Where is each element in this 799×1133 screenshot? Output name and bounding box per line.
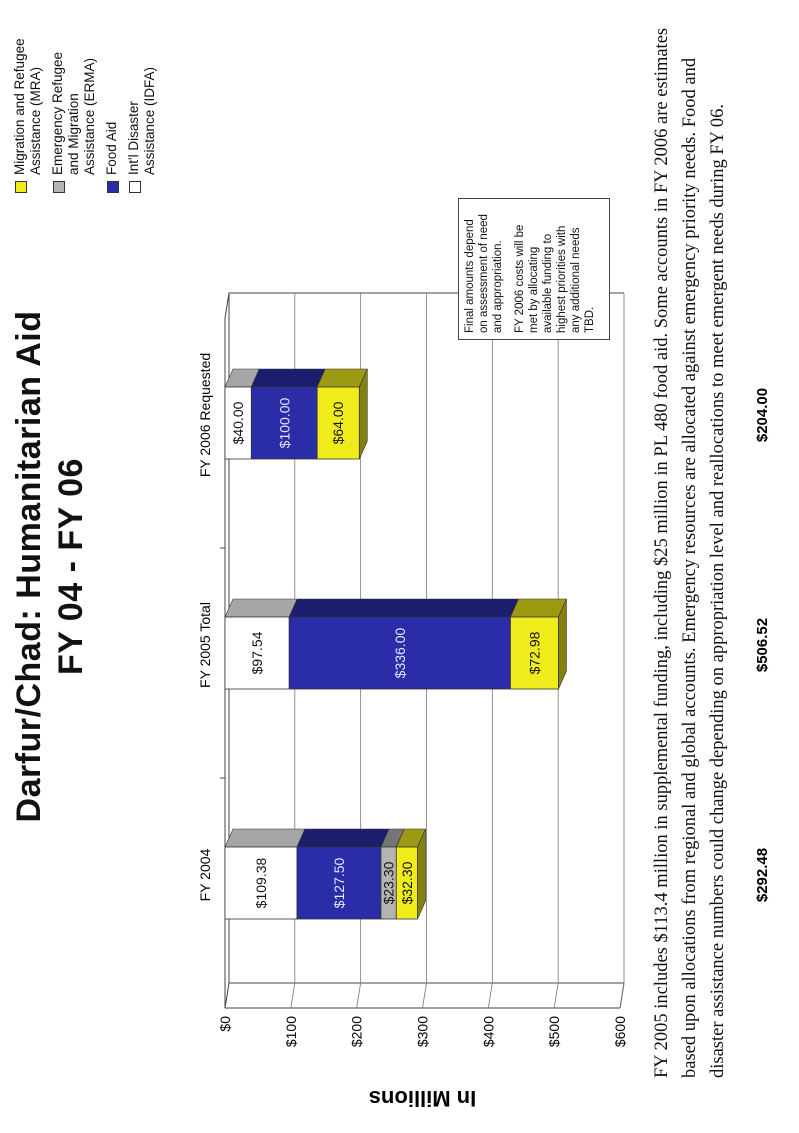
legend-swatch-erma bbox=[53, 181, 65, 193]
gridline-depth bbox=[356, 982, 362, 1009]
y-tick-label: $400 bbox=[480, 1016, 496, 1047]
chart-note: Final amounts depend on assessment of ne… bbox=[458, 198, 610, 340]
x-category-label: FY 2004 bbox=[197, 848, 213, 901]
legend-label-mra: Migration and Refugee Assistance (MRA) bbox=[12, 38, 43, 175]
bar-side-3 bbox=[316, 368, 368, 388]
bar-value-label: $336.00 bbox=[392, 627, 408, 678]
bar-value-label: $23.30 bbox=[381, 861, 397, 904]
y-tick-label: $300 bbox=[415, 1016, 431, 1047]
x-category-label: FY 2006 Requested bbox=[197, 353, 213, 477]
legend-label-erma: Emergency Refugee and Migration Assistan… bbox=[50, 51, 97, 175]
chart-legend: Migration and Refugee Assistance (MRA) E… bbox=[12, 3, 164, 193]
legend-label-food-aid: Food Aid bbox=[104, 121, 119, 175]
bar-value-label: $40.00 bbox=[230, 401, 246, 444]
legend-swatch-mra bbox=[15, 181, 27, 193]
bar-value-label: $32.30 bbox=[399, 861, 415, 904]
bar-side-0 bbox=[224, 828, 306, 848]
legend-label-idfa: Int'l Disaster Assistance (IDFA) bbox=[126, 66, 157, 175]
bar-side-1 bbox=[250, 368, 326, 388]
y-tick-label: $600 bbox=[612, 1016, 628, 1047]
bar-value-label: $127.50 bbox=[331, 857, 347, 908]
note-text-1: Final amounts depend on assessment of ne… bbox=[464, 214, 504, 333]
legend-swatch-idfa bbox=[129, 181, 141, 193]
bar-total-label: $204.00 bbox=[754, 388, 771, 442]
bar-segment bbox=[510, 616, 559, 690]
bar-value-label: $97.54 bbox=[249, 631, 265, 674]
legend-swatch-food-aid bbox=[107, 181, 119, 193]
bar-segment bbox=[316, 386, 360, 460]
floor-depth-left bbox=[224, 982, 230, 1009]
legend-item-idfa: Int'l Disaster Assistance (IDFA) bbox=[126, 3, 158, 193]
y-axis-title: In Millions bbox=[369, 1086, 477, 1111]
gridline-depth bbox=[422, 982, 427, 1009]
legend-item-mra: Migration and Refugee Assistance (MRA) bbox=[12, 3, 44, 193]
bar-total-label: $292.48 bbox=[754, 848, 771, 902]
y-tick-label: $500 bbox=[546, 1016, 562, 1047]
bar-side-3 bbox=[509, 598, 567, 618]
y-tick-label: $200 bbox=[349, 1016, 365, 1047]
footnote: FY 2005 includes $113.4 million in suppl… bbox=[652, 27, 728, 1078]
bar-side-0 bbox=[224, 598, 298, 618]
y-tick-label: $0 bbox=[217, 1016, 233, 1032]
bar-value-label: $72.98 bbox=[526, 631, 542, 674]
legend-item-food-aid: Food Aid bbox=[104, 3, 120, 193]
gridline-depth bbox=[553, 982, 559, 1009]
x-category-label: FY 2005 Total bbox=[197, 602, 213, 688]
note-text-2: FY 2006 costs will be met by allocating … bbox=[514, 224, 596, 333]
bar-side-1 bbox=[288, 598, 519, 618]
gridline-depth bbox=[619, 982, 625, 1009]
bar-side-1 bbox=[296, 828, 390, 848]
legend-item-erma: Emergency Refugee and Migration Assistan… bbox=[50, 3, 98, 193]
bar-value-label: $100.00 bbox=[276, 397, 292, 448]
bar-value-label: $64.00 bbox=[330, 401, 346, 444]
bar-segment bbox=[395, 846, 418, 920]
bar-value-label: $109.38 bbox=[253, 857, 269, 908]
gridline-depth bbox=[290, 982, 296, 1009]
floor-depth-right bbox=[224, 292, 230, 319]
bar-total-label: $506.52 bbox=[754, 618, 771, 672]
gridline-depth bbox=[487, 982, 493, 1009]
y-tick-label: $100 bbox=[283, 1016, 299, 1047]
